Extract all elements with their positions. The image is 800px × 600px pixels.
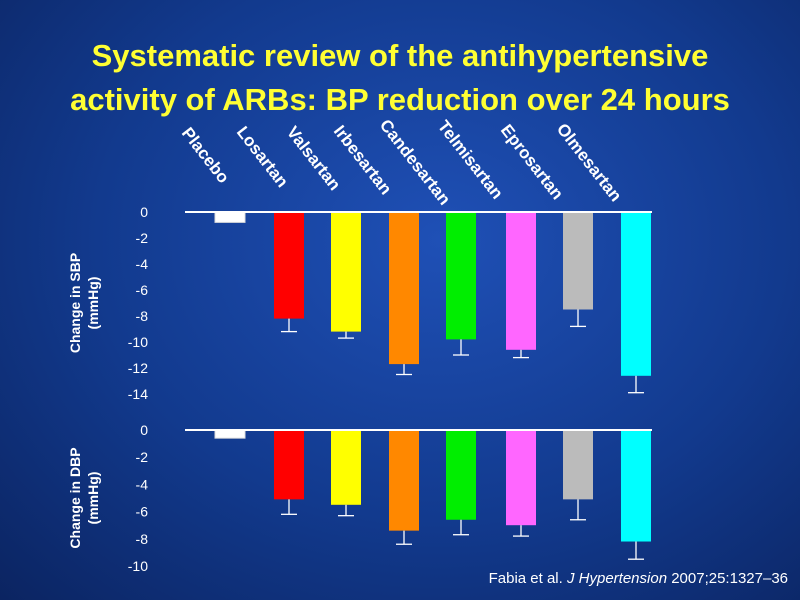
y-tick-label: -8 [136, 531, 149, 547]
title-line-1: Systematic review of the antihypertensiv… [91, 38, 709, 73]
bar-placebo [214, 211, 246, 223]
citation-journal: J Hypertension [566, 570, 668, 587]
slide-title: Systematic review of the antihypertensiv… [0, 34, 800, 122]
y-tick-label: -6 [136, 504, 149, 520]
y-axis-label: Change in SBP [67, 253, 83, 353]
y-tick-label: -4 [136, 476, 149, 492]
y-axis-label: Change in DBP [67, 447, 83, 548]
y-tick-label: -14 [128, 386, 148, 402]
bar-losartan [274, 430, 304, 500]
bar-eprosartan [563, 212, 593, 310]
bar-irbesartan [389, 430, 419, 531]
y-tick-label: -2 [136, 449, 149, 465]
bar-valsartan [331, 212, 361, 332]
dbp-panel: 0 -2 -4 -6 -8 -10 Change in DBP (mmHg) [67, 422, 652, 574]
citation-authors: Fabia et al. [488, 570, 567, 587]
bar-olmesartan [621, 430, 651, 542]
y-tick-label: -10 [128, 334, 148, 350]
bar-telmisartan [506, 430, 536, 526]
bar-candesartan [446, 430, 476, 520]
y-tick-label: 0 [140, 422, 148, 438]
bar-valsartan [331, 430, 361, 505]
citation: Fabia et al. J Hypertension 2007;25:1327… [489, 570, 788, 588]
y-tick-label: -4 [136, 256, 149, 272]
citation-details: 2007;25:1327–36 [667, 570, 788, 587]
bar-irbesartan [389, 212, 419, 365]
y-tick-label: -8 [136, 308, 149, 324]
y-tick-label: -2 [136, 230, 149, 246]
bar-olmesartan [621, 212, 651, 376]
bar-candesartan [446, 212, 476, 340]
bar-losartan [274, 212, 304, 319]
bar-placebo [214, 429, 246, 439]
y-tick-label: -12 [128, 360, 148, 376]
y-tick-label: -10 [128, 558, 148, 574]
y-tick-label: 0 [140, 204, 148, 220]
y-axis-label: (mmHg) [85, 277, 101, 330]
sbp-panel: 0 -2 -4 -6 -8 -10 -12 -14 Change in SBP (mmHg) [67, 204, 652, 402]
y-axis-label: (mmHg) [85, 472, 101, 525]
bar-eprosartan [563, 430, 593, 500]
title-line-2: activity of ARBs: BP reduction over 24 h… [70, 82, 730, 117]
y-tick-label: -6 [136, 282, 149, 298]
category-label-placebo: Placebo [178, 124, 233, 187]
bar-telmisartan [506, 212, 536, 350]
